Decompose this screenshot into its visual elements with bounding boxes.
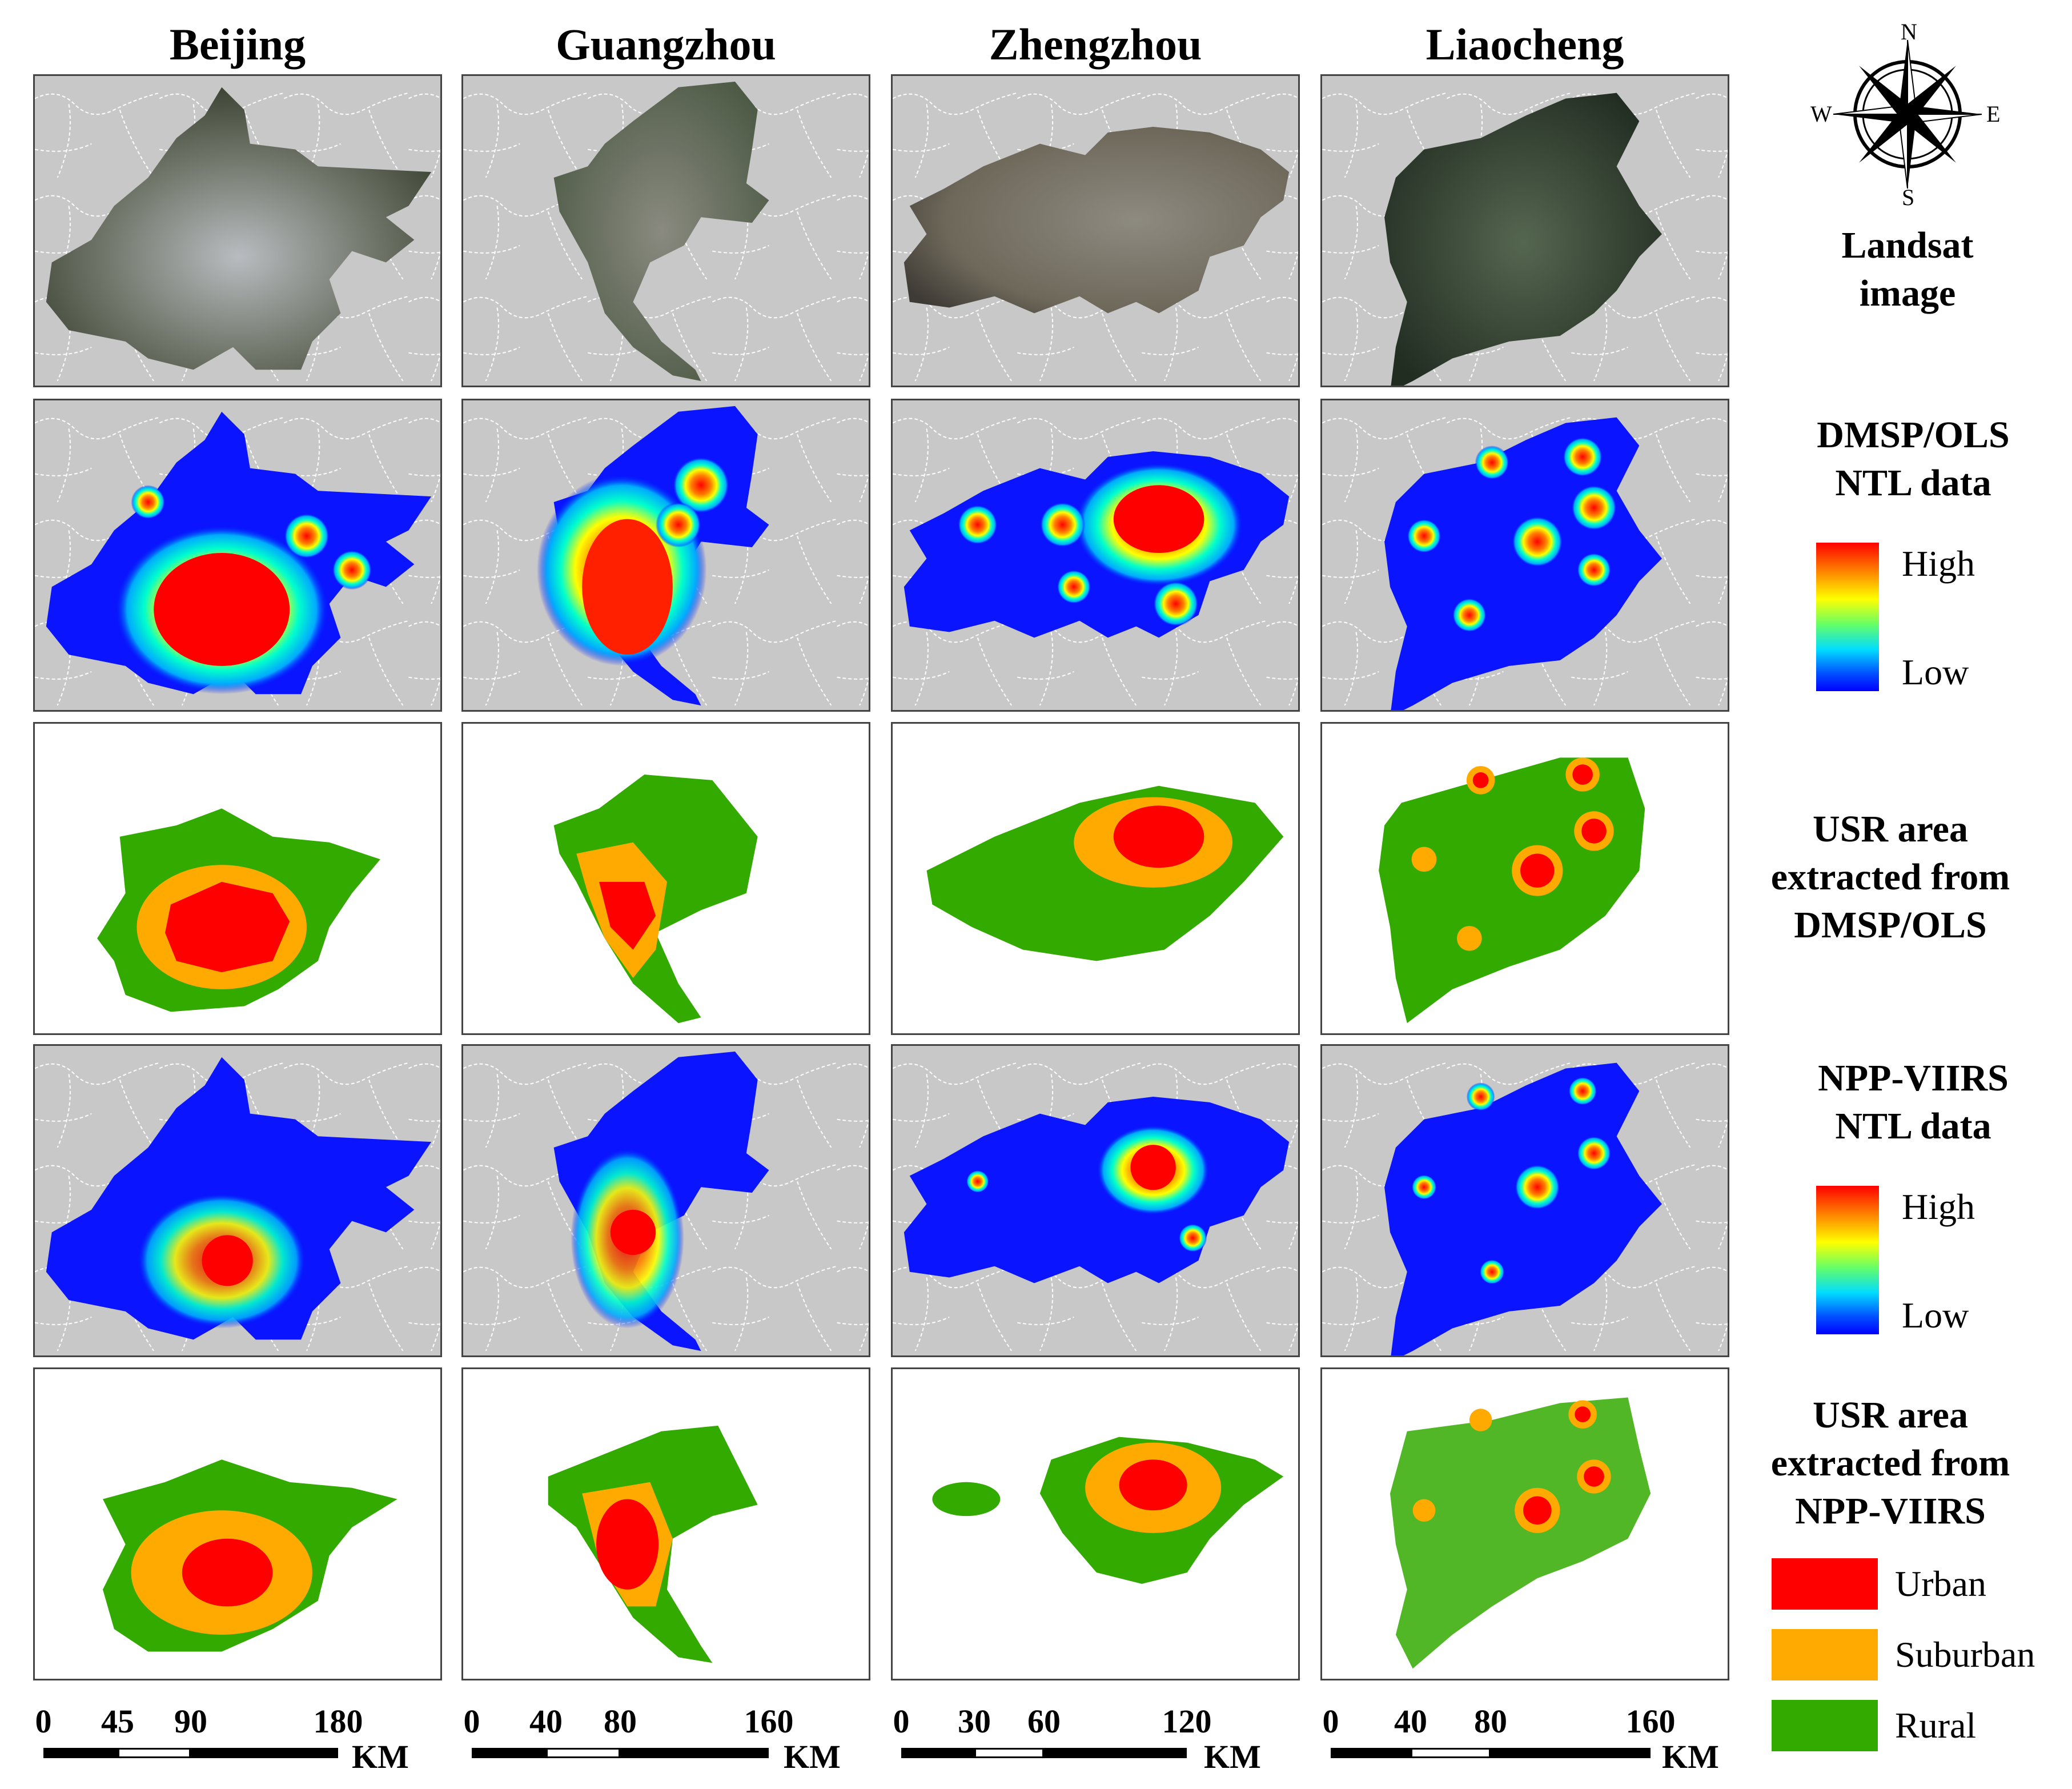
- scalebar-unit: KM: [1204, 1738, 1261, 1775]
- scalebar-tick: 45: [101, 1703, 134, 1740]
- row-label-usr-dmsp: USR area extracted from DMSP/OLS: [1770, 808, 2010, 946]
- compass-west-label: W: [1810, 101, 1832, 127]
- scalebar-tick: 0: [35, 1703, 52, 1740]
- colorbar-dmsp-low-label: Low: [1902, 652, 1969, 692]
- scalebar-tick: 80: [604, 1703, 637, 1740]
- panel-dmsp-ntl-liaocheng: [1320, 399, 1729, 712]
- row-label-dmsp-ntl: DMSP/OLS NTL data: [1817, 414, 2010, 504]
- column-title-zhengzhou: Zhengzhou: [989, 19, 1202, 69]
- compass-south-label: S: [1902, 184, 1915, 210]
- compass-east-label: E: [1986, 101, 2001, 127]
- panel-dmsp-ntl-beijing: [33, 399, 442, 712]
- scalebar-tick: 160: [744, 1703, 794, 1740]
- scalebar-tick: 40: [529, 1703, 563, 1740]
- panel-landsat-guangzhou: [461, 74, 870, 387]
- scalebar-guangzhou: 0 40 80 160 KM: [464, 1702, 866, 1775]
- scalebar-unit: KM: [352, 1738, 409, 1775]
- scalebar-zhengzhou: 0 30 60 120 KM: [893, 1702, 1295, 1775]
- scalebar-liaocheng: 0 40 80 160 KM: [1323, 1702, 1725, 1775]
- legend-swatch-rural: [1772, 1700, 1878, 1751]
- row-label-landsat: Landsat image: [1841, 224, 1974, 314]
- compass-north-label: N: [1901, 19, 1917, 45]
- column-title-liaocheng: Liaocheng: [1425, 19, 1624, 69]
- panel-usr-viirs-beijing: [33, 1367, 442, 1680]
- scalebar-tick: 90: [174, 1703, 207, 1740]
- scalebar-tick: 120: [1162, 1703, 1212, 1740]
- scalebar-tick: 80: [1474, 1703, 1507, 1740]
- scalebar-tick: 180: [313, 1703, 363, 1740]
- column-title-beijing: Beijing: [169, 19, 306, 69]
- panel-viirs-ntl-guangzhou: [461, 1044, 870, 1357]
- colorbar-viirs-low-label: Low: [1902, 1295, 1969, 1335]
- panel-dmsp-ntl-zhengzhou: [891, 399, 1300, 712]
- compass-icon: [1833, 39, 1982, 189]
- row-label-usr-viirs: USR area extracted from NPP-VIIRS: [1770, 1394, 2010, 1532]
- panel-viirs-ntl-beijing: [33, 1044, 442, 1357]
- panel-usr-dmsp-beijing: [33, 722, 442, 1035]
- panel-usr-viirs-guangzhou: [461, 1367, 870, 1680]
- scalebar-tick: 60: [1027, 1703, 1061, 1740]
- panel-usr-viirs-zhengzhou: [891, 1367, 1300, 1680]
- panel-landsat-liaocheng: [1320, 74, 1729, 387]
- row-label-viirs-ntl: NPP-VIIRS NTL data: [1818, 1057, 2009, 1147]
- legend-label-urban: Urban: [1895, 1563, 1986, 1604]
- compass-rose: N S E W: [1805, 19, 2010, 210]
- colorbar-viirs: [1816, 1186, 1879, 1334]
- column-title-guangzhou: Guangzhou: [556, 19, 776, 69]
- scalebar-tick: 30: [958, 1703, 991, 1740]
- panel-usr-dmsp-liaocheng: [1320, 722, 1729, 1035]
- scalebar-beijing: 0 45 90 180 KM: [35, 1702, 437, 1775]
- scalebar-tick: 160: [1625, 1703, 1676, 1740]
- colorbar-dmsp: [1816, 543, 1879, 691]
- scalebar-unit: KM: [784, 1738, 841, 1775]
- panel-viirs-ntl-liaocheng: [1320, 1044, 1729, 1357]
- colorbar-viirs-high-label: High: [1902, 1186, 1975, 1227]
- colorbar-dmsp-high-label: High: [1902, 543, 1975, 584]
- scalebar-tick: 0: [463, 1703, 480, 1740]
- scalebar-tick: 0: [893, 1703, 910, 1740]
- legend-swatch-urban: [1772, 1558, 1878, 1610]
- panel-dmsp-ntl-guangzhou: [461, 399, 870, 712]
- legend-label-suburban: Suburban: [1895, 1634, 2035, 1675]
- panel-landsat-zhengzhou: [891, 74, 1300, 387]
- panel-usr-dmsp-guangzhou: [461, 722, 870, 1035]
- panel-usr-viirs-liaocheng: [1320, 1367, 1729, 1680]
- panel-usr-dmsp-zhengzhou: [891, 722, 1300, 1035]
- panel-landsat-beijing: [33, 74, 442, 387]
- scalebar-tick: 0: [1322, 1703, 1339, 1740]
- scalebar-unit: KM: [1662, 1738, 1719, 1775]
- legend-swatch-suburban: [1772, 1629, 1878, 1680]
- panel-viirs-ntl-zhengzhou: [891, 1044, 1300, 1357]
- legend-label-rural: Rural: [1895, 1705, 1977, 1746]
- scalebar-tick: 40: [1394, 1703, 1427, 1740]
